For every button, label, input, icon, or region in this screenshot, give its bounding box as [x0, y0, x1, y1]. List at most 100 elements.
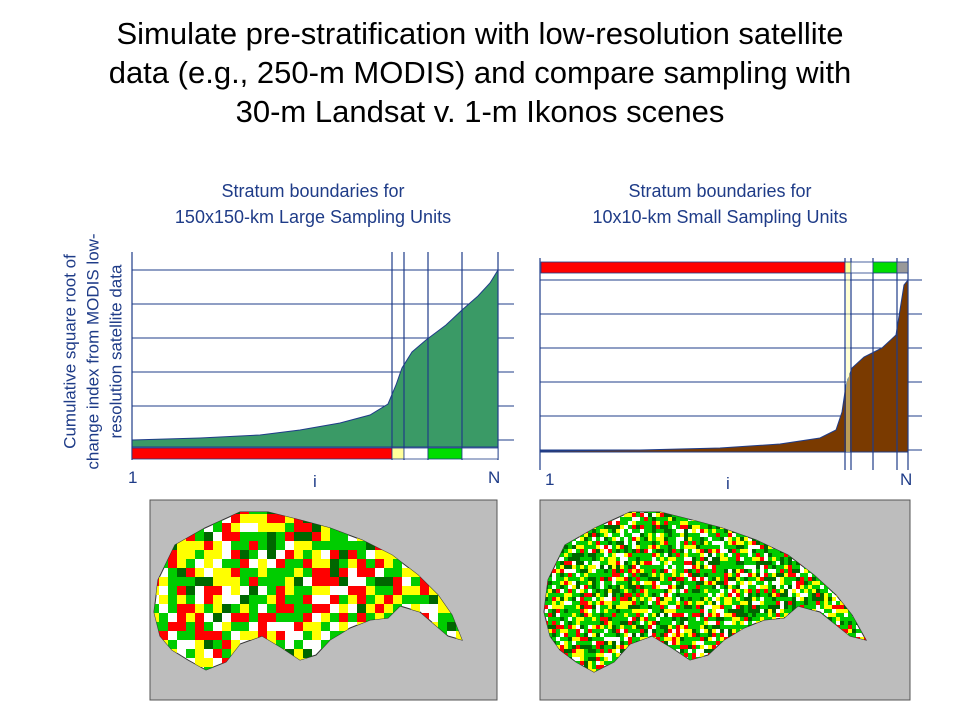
map-cell [186, 595, 195, 604]
map-cell [168, 559, 177, 568]
map-cell [564, 585, 568, 589]
map-cell [756, 541, 760, 545]
map-cell [552, 605, 556, 609]
map-cell [660, 549, 664, 553]
map-cell [348, 586, 357, 595]
map-cell [744, 577, 748, 581]
map-cell [636, 601, 640, 605]
map-cell [652, 609, 656, 613]
map-cell [728, 545, 732, 549]
map-cell [812, 589, 816, 593]
map-cell [744, 541, 748, 545]
map-cell [616, 609, 620, 613]
map-cell [375, 550, 384, 559]
map-cell [660, 529, 664, 533]
map-cell [596, 525, 600, 529]
map-cell [816, 597, 820, 601]
map-cell [429, 595, 438, 604]
map-cell [700, 613, 704, 617]
map-cell [213, 541, 222, 550]
map-cell [712, 537, 716, 541]
map-cell [612, 541, 616, 545]
map-cell [592, 589, 596, 593]
map-cell [744, 545, 748, 549]
map-cell [604, 557, 608, 561]
map-cell [780, 581, 784, 585]
map-cell [624, 533, 628, 537]
map-cell [624, 521, 628, 525]
map-cell [568, 633, 572, 637]
map-cell [700, 521, 704, 525]
map-cell [712, 557, 716, 561]
map-cell [616, 633, 620, 637]
map-cell [640, 601, 644, 605]
map-cell [548, 589, 552, 593]
map-cell [784, 557, 788, 561]
map-cell [756, 549, 760, 553]
map-cell [764, 561, 768, 565]
map-cell [652, 545, 656, 549]
map-cell [696, 557, 700, 561]
map-cell [312, 586, 321, 595]
map-cell [720, 617, 724, 621]
map-cell [564, 549, 568, 553]
map-cell [592, 593, 596, 597]
map-cell [240, 568, 249, 577]
map-cell [648, 617, 652, 621]
map-cell [672, 577, 676, 581]
map-cell [616, 565, 620, 569]
map-cell [592, 573, 596, 577]
map-cell [704, 545, 708, 549]
map-cell [740, 569, 744, 573]
map-cell [560, 593, 564, 597]
map-cell [684, 617, 688, 621]
map-cell [258, 512, 267, 514]
map-cell [588, 593, 592, 597]
map-cell [852, 633, 856, 637]
map-cell [447, 613, 456, 622]
map-cell [768, 613, 772, 617]
map-cell [620, 605, 624, 609]
map-cell [720, 621, 724, 625]
map-cell [728, 533, 732, 537]
map-cell [772, 605, 776, 609]
map-cell [640, 577, 644, 581]
map-cell [764, 577, 768, 581]
map-cell [640, 569, 644, 573]
map-cell [672, 617, 676, 621]
map-cell [636, 541, 640, 545]
map-cell [712, 613, 716, 617]
map-cell [564, 581, 568, 585]
map-cell [648, 621, 652, 625]
map-cell [684, 605, 688, 609]
map-cell [560, 605, 564, 609]
map-cell [664, 513, 668, 517]
map-cell [572, 633, 576, 637]
map-cell [620, 545, 624, 549]
map-cell [632, 609, 636, 613]
map-cell [656, 545, 660, 549]
right-stratum-3 [850, 261, 874, 274]
map-cell [752, 541, 756, 545]
map-cell [258, 613, 267, 622]
map-cell [676, 553, 680, 557]
map-cell [680, 525, 684, 529]
map-cell [644, 525, 648, 529]
map-cell [700, 585, 704, 589]
map-cell [760, 545, 764, 549]
map-cell [700, 645, 704, 649]
map-cell [740, 601, 744, 605]
map-cell [624, 621, 628, 625]
map-cell [588, 637, 592, 641]
map-cell [612, 605, 616, 609]
map-cell [792, 565, 796, 569]
map-cell [608, 633, 612, 637]
map-cell [736, 593, 740, 597]
map-cell [832, 617, 836, 621]
map-cell [402, 586, 411, 595]
map-cell [624, 513, 628, 517]
map-cell [213, 649, 222, 658]
map-cell [231, 586, 240, 595]
map-cell [616, 541, 620, 545]
map-cell [556, 621, 560, 625]
